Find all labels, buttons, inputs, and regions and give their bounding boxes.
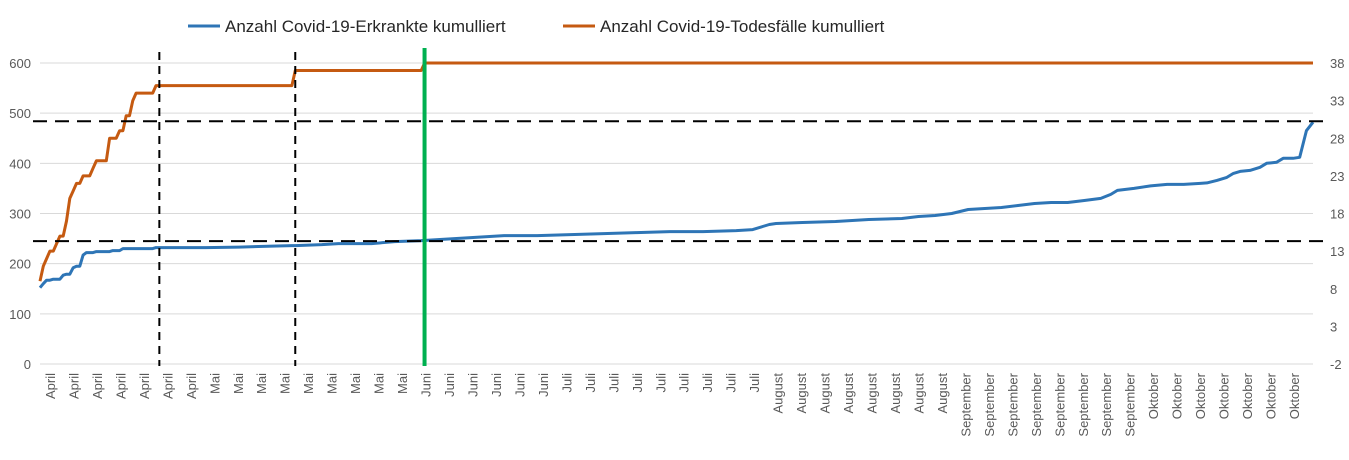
y-left-tick-label: 400 [9, 156, 31, 171]
x-tick-label: September [1052, 372, 1067, 436]
y-right-tick-label: 3 [1330, 319, 1337, 334]
x-tick-label: Oktober [1170, 372, 1185, 419]
y-right-tick-label: -2 [1330, 357, 1342, 372]
y-axis-left: 0 100 200 300 400 500 600 [9, 56, 31, 372]
x-tick-label: April [113, 373, 128, 399]
x-tick-label: Juni [536, 373, 551, 397]
x-tick-label: Juli [724, 373, 739, 393]
x-axis: April April April April April April April Mai Ma… [40, 363, 1313, 437]
x-tick-label: August [865, 373, 880, 414]
x-tick-label: Juni [512, 373, 527, 397]
x-tick-label: September [1123, 372, 1138, 436]
x-tick-label: Mai [348, 373, 363, 394]
x-tick-label: Juli [583, 373, 598, 393]
series-line-cases [38, 121, 1315, 289]
y-left-tick-label: 600 [9, 56, 31, 71]
x-tick-label: Juli [653, 373, 668, 393]
x-tick-label: August [935, 373, 950, 414]
y-right-tick-label: 13 [1330, 244, 1344, 259]
x-tick-label: Oktober [1217, 372, 1232, 419]
x-tick-label: Juli [630, 373, 645, 393]
gridlines [40, 62, 1313, 365]
x-tick-label: Oktober [1287, 372, 1302, 419]
x-tick-label: September [1029, 372, 1044, 436]
x-tick-label: April [43, 373, 58, 399]
x-tick-label: Juli [700, 373, 715, 393]
x-tick-label: April [184, 373, 199, 399]
x-tick-label: August [841, 373, 856, 414]
y-right-tick-label: 38 [1330, 56, 1344, 71]
x-tick-label: Mai [207, 373, 222, 394]
x-tick-label: April [90, 373, 105, 399]
x-tick-label: Juli [559, 373, 574, 393]
legend-label-deaths: Anzahl Covid-19-Todesfälle kumulliert [600, 17, 885, 36]
x-tick-label: August [818, 373, 833, 414]
x-tick-label: Juni [465, 373, 480, 397]
x-tick-label: August [888, 373, 903, 414]
x-tick-label: April [66, 373, 81, 399]
x-tick-label: September [1099, 372, 1114, 436]
x-tick-label: September [958, 372, 973, 436]
y-left-tick-label: 300 [9, 207, 31, 222]
x-tick-label: April [137, 373, 152, 399]
y-right-tick-label: 28 [1330, 131, 1344, 146]
x-tick-label: Mai [395, 373, 410, 394]
x-tick-label: September [1076, 372, 1091, 436]
series-lines [38, 61, 1315, 289]
y-left-tick-label: 100 [9, 307, 31, 322]
y-left-tick-label: 500 [9, 106, 31, 121]
x-tick-label: August [794, 373, 809, 414]
x-tick-label: Mai [325, 373, 340, 394]
y-right-tick-label: 23 [1330, 169, 1344, 184]
x-tick-label: Mai [372, 373, 387, 394]
x-tick-label: Mai [301, 373, 316, 394]
x-tick-label: September [982, 372, 997, 436]
reference-lines [33, 48, 1324, 366]
y-right-tick-label: 33 [1330, 94, 1344, 109]
y-left-tick-label: 0 [24, 357, 31, 372]
x-tick-label: Oktober [1193, 372, 1208, 419]
x-tick-label: August [771, 373, 786, 414]
x-tick-label: Mai [278, 373, 293, 394]
x-tick-label: Mai [231, 373, 246, 394]
series-line-deaths [38, 61, 1313, 282]
x-tick-label: Mai [254, 373, 269, 394]
x-tick-label: August [911, 373, 926, 414]
legend-label-cases: Anzahl Covid-19-Erkrankte kumulliert [225, 17, 506, 36]
x-tick-label: Juli [606, 373, 621, 393]
x-tick-label: Oktober [1146, 372, 1161, 419]
x-tick-label: September [1005, 372, 1020, 436]
y-right-tick-label: 18 [1330, 207, 1344, 222]
x-tick-label: Juli [747, 373, 762, 393]
x-tick-label: Juli [677, 373, 692, 393]
x-tick-label: Juni [489, 373, 504, 397]
x-tick-label: Juni [419, 373, 434, 397]
x-tick-label: Juni [442, 373, 457, 397]
x-tick-label: Oktober [1240, 372, 1255, 419]
x-tick-label: Oktober [1264, 372, 1279, 419]
chart-legend: Anzahl Covid-19-Erkrankte kumulliert Anz… [188, 17, 885, 36]
y-right-tick-label: 8 [1330, 282, 1337, 297]
x-tick-label: April [160, 373, 175, 399]
y-left-tick-label: 200 [9, 257, 31, 272]
